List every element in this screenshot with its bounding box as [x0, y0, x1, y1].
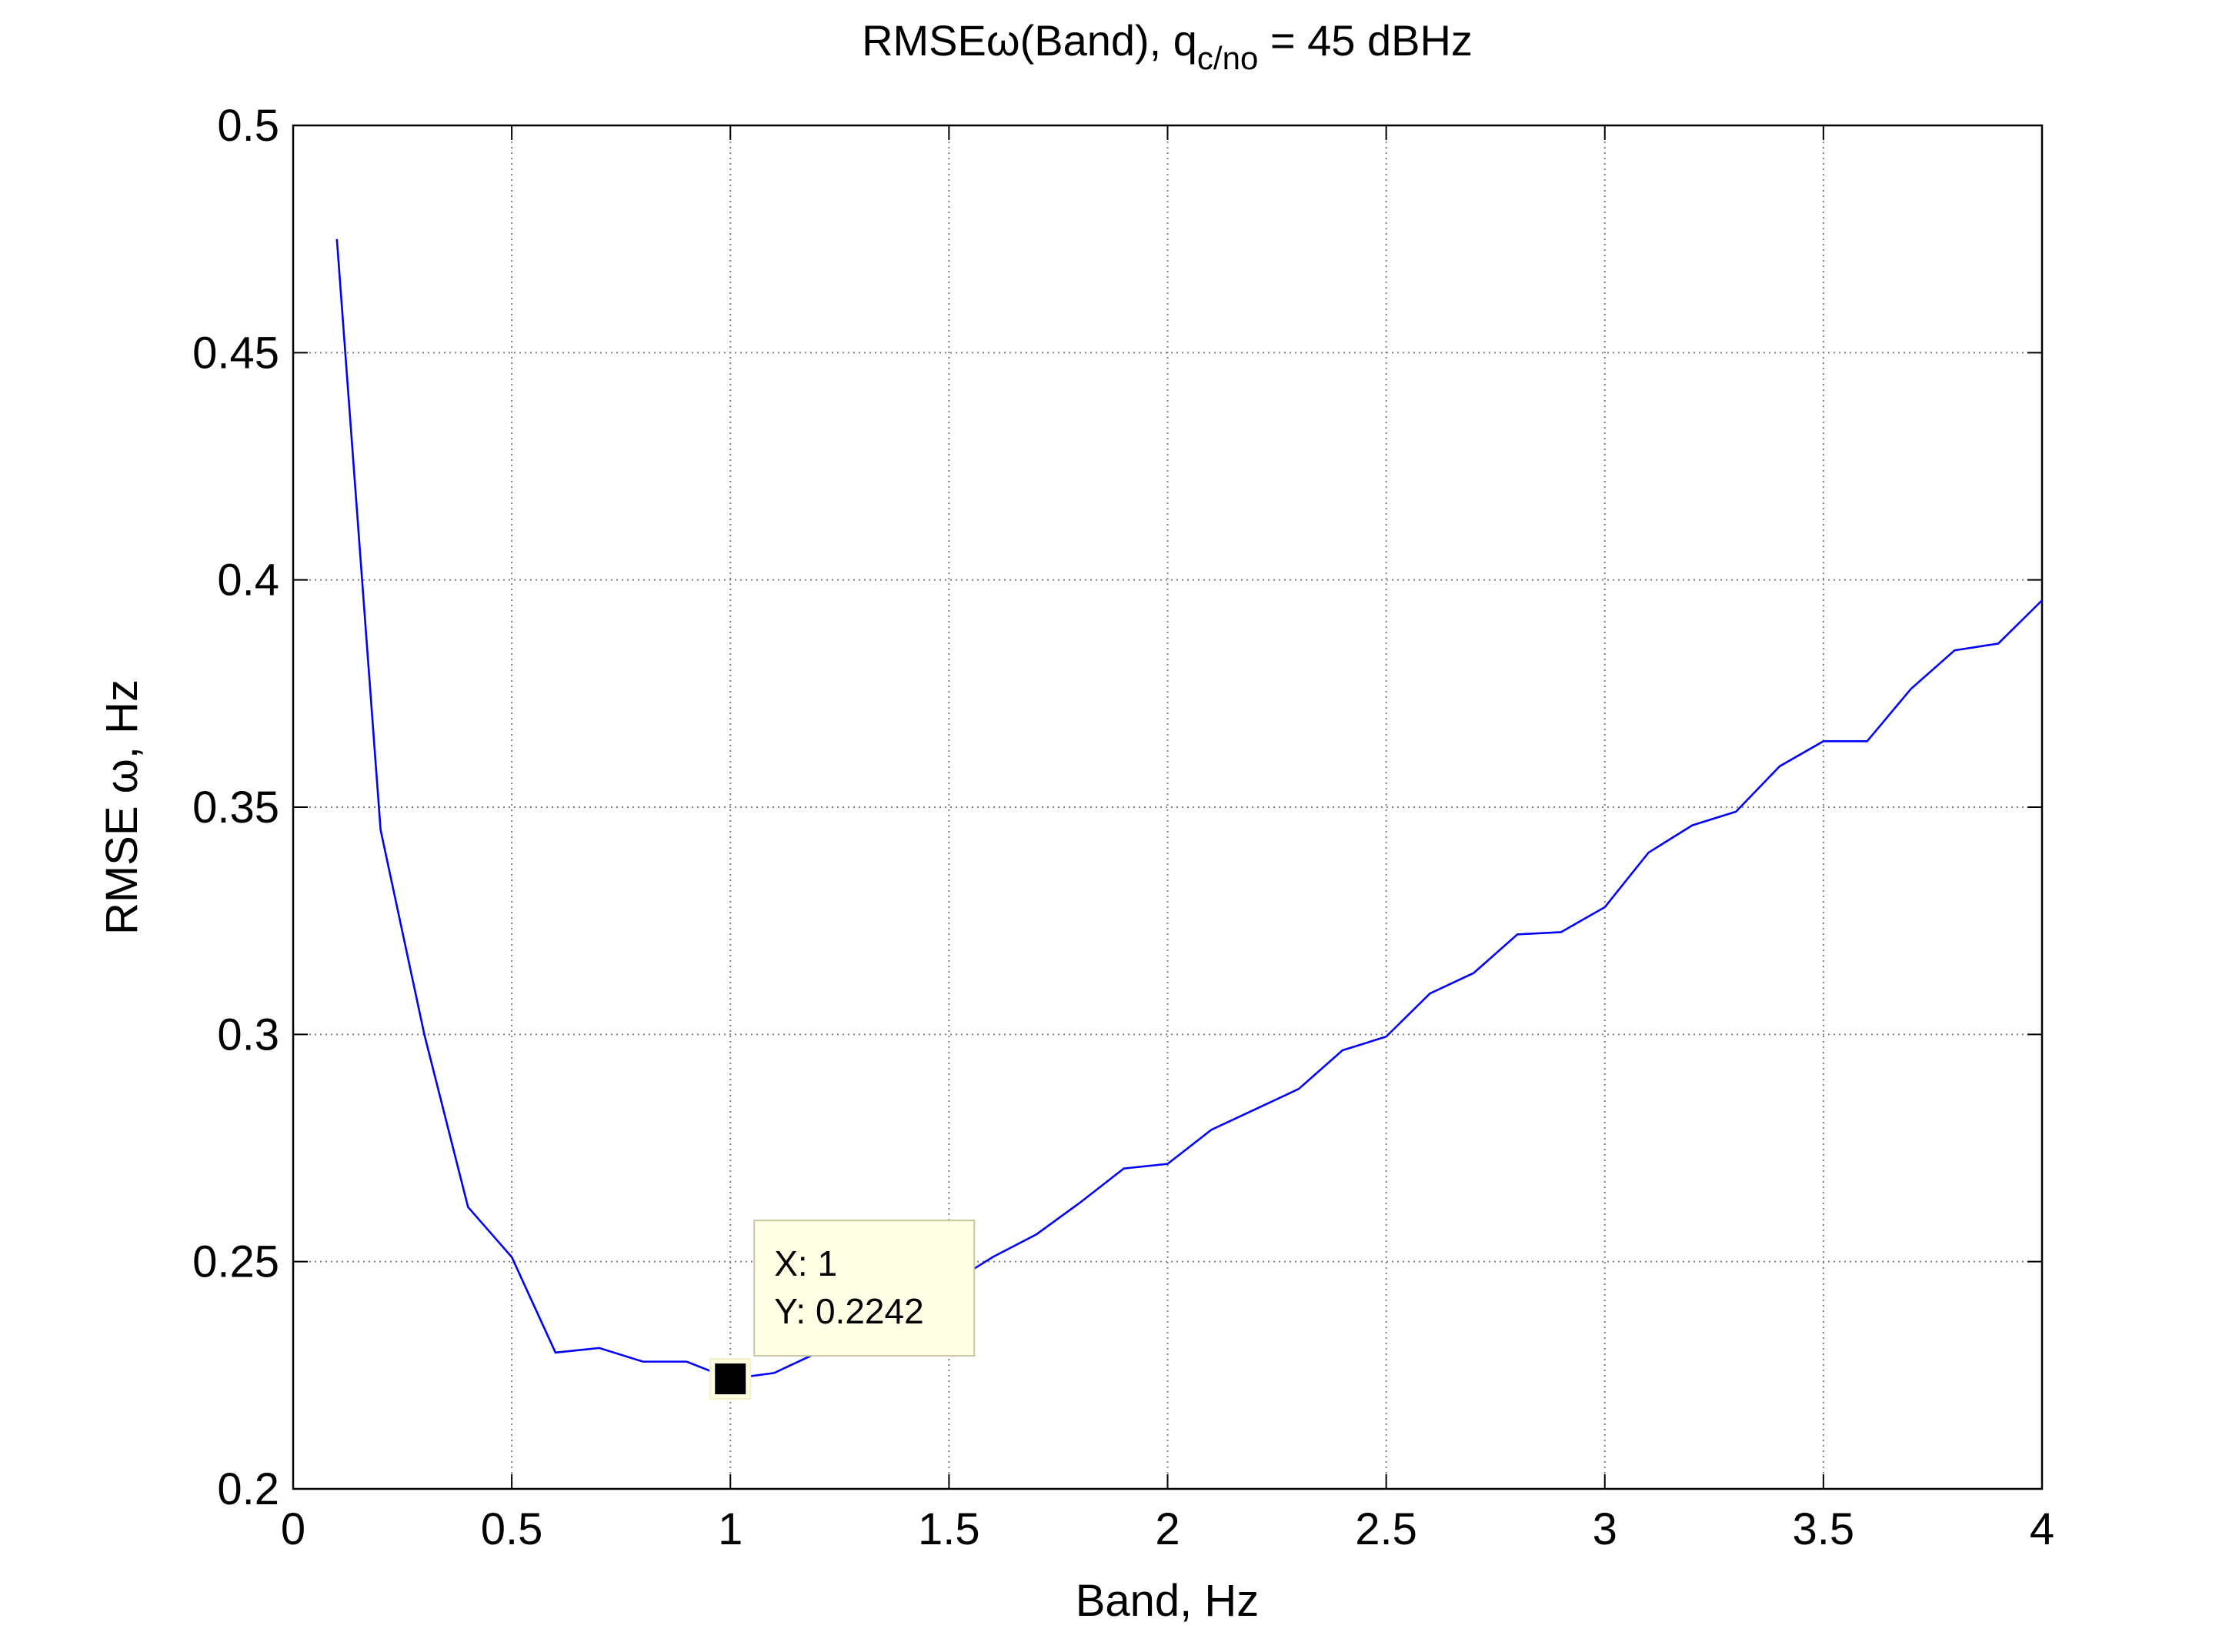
y-tick-label: 0.35 [192, 783, 279, 833]
x-tick-label: 1.5 [918, 1504, 980, 1554]
title-subscript: c/no [1197, 40, 1258, 76]
y-tick-label: 0.3 [217, 1010, 279, 1060]
x-tick-label: 2.5 [1355, 1504, 1417, 1554]
x-tick-label: 2 [1155, 1504, 1180, 1554]
chart-title: RMSEω(Band), qc/no = 45 dBHz [862, 16, 1473, 76]
y-tick-label: 0.4 [217, 556, 279, 606]
y-tick-label: 0.45 [192, 328, 279, 378]
x-tick-label: 0 [281, 1504, 305, 1554]
title-main: RMSEω(Band), q [862, 16, 1197, 65]
x-tick-label: 4 [2030, 1504, 2054, 1554]
x-axis-label: Band, Hz [1076, 1576, 1260, 1626]
y-tick-label: 0.5 [217, 101, 279, 151]
data-line [335, 239, 2043, 1380]
x-tick-label: 3.5 [1793, 1504, 1855, 1554]
y-axis-label: RMSE ω, Hz [97, 679, 147, 935]
x-tick-label: 3 [1593, 1504, 1617, 1554]
datatip-marker [715, 1363, 746, 1395]
datatip-box [753, 1220, 976, 1357]
x-tick-label: 0.5 [481, 1504, 543, 1554]
title-rest: = 45 dBHz [1258, 16, 1473, 65]
plot-frame [292, 124, 2044, 1490]
y-tick-label: 0.2 [217, 1464, 279, 1514]
y-tick-label: 0.25 [192, 1237, 279, 1287]
x-tick-label: 1 [718, 1504, 742, 1554]
datatip-text: Y: 0.2242 [774, 1291, 923, 1331]
datatip-text: X: 1 [774, 1243, 837, 1283]
